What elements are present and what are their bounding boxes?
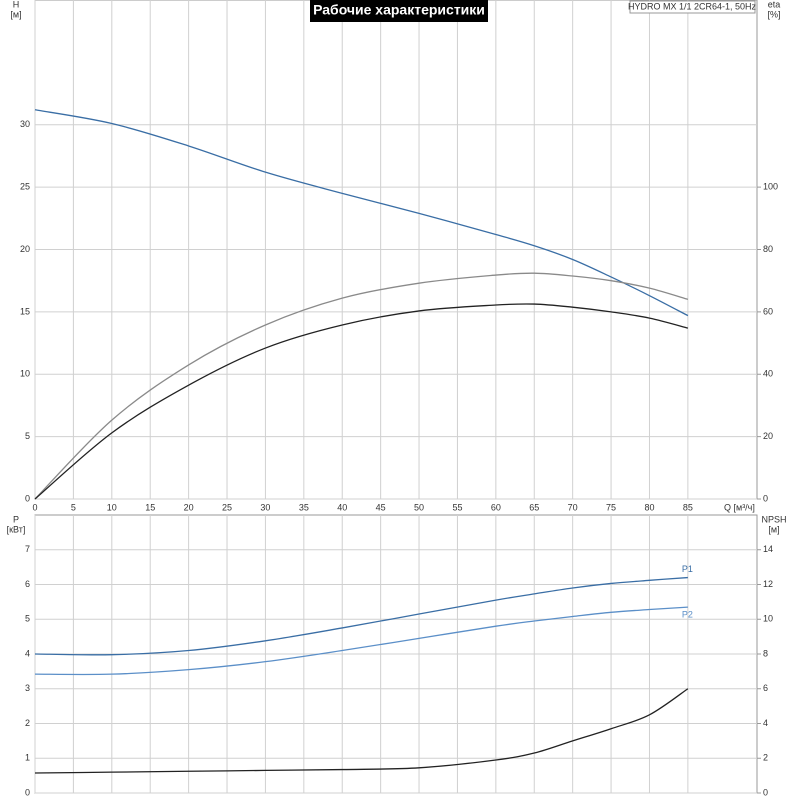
y-tick-label: 15 — [20, 306, 30, 316]
y-axis-label: P — [13, 514, 19, 524]
y2-tick-label: 10 — [763, 614, 773, 624]
curve-label: P2 — [682, 609, 693, 619]
y2-tick-label: 4 — [763, 718, 768, 728]
x-tick-label: 30 — [260, 502, 270, 512]
x-tick-label: 5 — [71, 502, 76, 512]
x-tick-label: 20 — [184, 502, 194, 512]
y-tick-label: 0 — [25, 787, 30, 797]
x-tick-label: 60 — [491, 502, 501, 512]
chart-subtitle: HYDRO MX 1/1 2CR64-1, 50Hz — [628, 1, 757, 11]
x-tick-label: 55 — [452, 502, 462, 512]
y-tick-label: 25 — [20, 182, 30, 192]
curve — [34, 109, 689, 317]
y-tick-label: 0 — [25, 493, 30, 503]
y-axis-label: [м] — [10, 9, 21, 19]
x-axis-label: Q [м³/ч] — [724, 502, 755, 512]
curve-label: P1 — [682, 564, 693, 574]
x-tick-label: 10 — [107, 502, 117, 512]
x-tick-label: 85 — [683, 502, 693, 512]
y-axis-label: [кВт] — [7, 524, 26, 534]
x-tick-label: 65 — [529, 502, 539, 512]
curve — [34, 576, 688, 656]
title-box: Рабочие характеристики — [310, 0, 488, 22]
x-tick-label: 45 — [376, 502, 386, 512]
y2-tick-label: 80 — [763, 244, 773, 254]
y-tick-label: 4 — [25, 648, 30, 658]
y2-axis-label: NPSH — [761, 514, 786, 524]
y2-tick-label: 8 — [763, 648, 768, 658]
chart-title: Рабочие характеристики — [313, 2, 485, 18]
y-tick-label: 3 — [25, 683, 30, 693]
curve — [34, 606, 688, 676]
y-tick-label: 6 — [25, 579, 30, 589]
curve — [34, 272, 689, 500]
y2-tick-label: 40 — [763, 369, 773, 379]
curve — [34, 688, 689, 774]
x-tick-label: 35 — [299, 502, 309, 512]
x-tick-label: 70 — [568, 502, 578, 512]
y2-tick-label: 6 — [763, 683, 768, 693]
y2-axis-label: eta — [768, 0, 781, 9]
plot-layer: 0 5 10 15 20 25 30 35 40 45 50 55 60 65 70 75 80 85051015… — [7, 0, 787, 797]
subtitle-box — [629, 0, 756, 14]
y2-tick-label: 20 — [763, 431, 773, 441]
x-tick-label: 80 — [644, 502, 654, 512]
y2-tick-label: 12 — [763, 579, 773, 589]
y2-axis-label: [м] — [768, 524, 779, 534]
y-axis-label: H — [13, 0, 20, 9]
x-tick-label: 25 — [222, 502, 232, 512]
y-tick-label: 5 — [25, 614, 30, 624]
x-tick-label: 40 — [337, 502, 347, 512]
y-tick-label: 1 — [25, 753, 30, 763]
y-tick-label: 30 — [20, 119, 30, 129]
x-tick-label: 50 — [414, 502, 424, 512]
y2-tick-label: 0 — [763, 493, 768, 503]
y-tick-label: 5 — [25, 431, 30, 441]
title-bg — [310, 0, 488, 22]
y-tick-label: 10 — [20, 369, 30, 379]
curve — [34, 303, 689, 500]
y2-tick-label: 2 — [763, 753, 768, 763]
y2-tick-label: 100 — [763, 182, 778, 192]
x-tick-label: 0 — [32, 502, 37, 512]
y2-tick-label: 14 — [763, 544, 773, 554]
y-tick-label: 7 — [25, 544, 30, 554]
y-tick-label: 2 — [25, 718, 30, 728]
y2-tick-label: 60 — [763, 306, 773, 316]
y2-tick-label: 0 — [763, 787, 768, 797]
x-tick-label: 75 — [606, 502, 616, 512]
y2-axis-label: [%] — [767, 9, 780, 19]
x-tick-label: 15 — [145, 502, 155, 512]
y-tick-label: 20 — [20, 244, 30, 254]
